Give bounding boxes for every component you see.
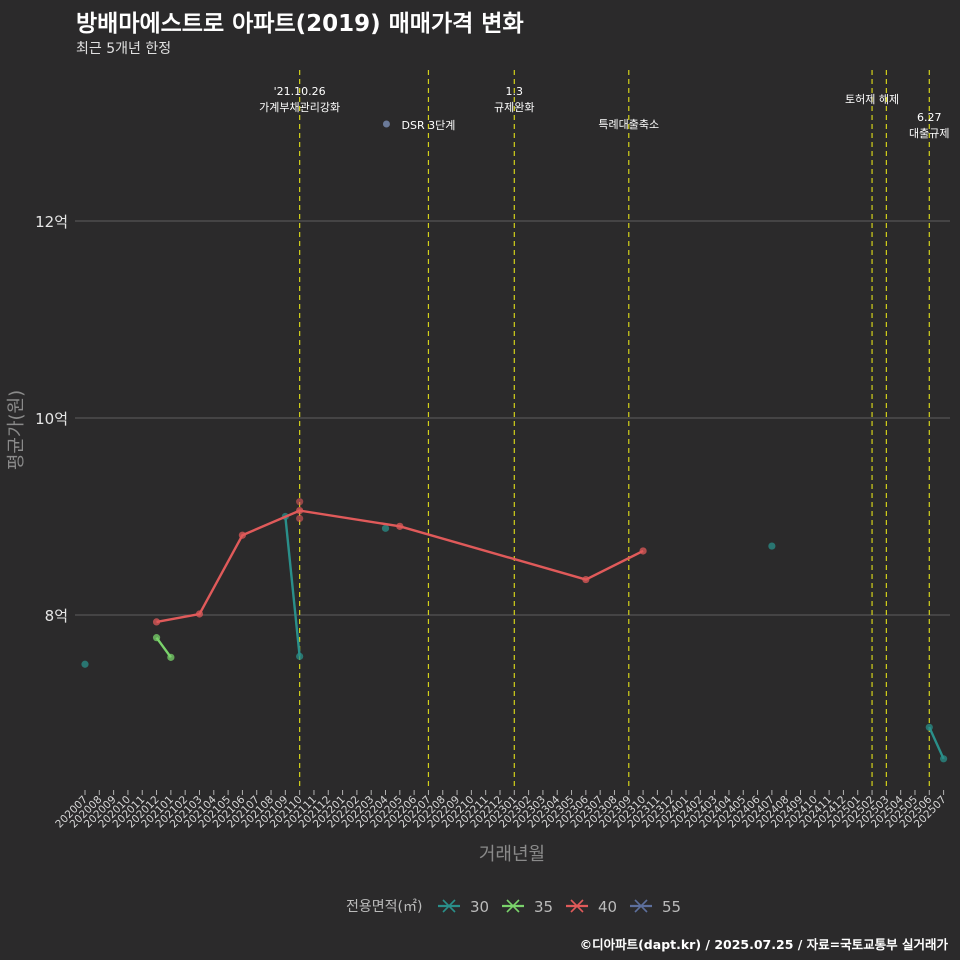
y-tick-label: 12억: [35, 213, 68, 231]
legend-label: 30: [470, 898, 489, 916]
event-marker: [382, 120, 390, 128]
legend-item-35: 35: [502, 898, 553, 916]
legend-item-55: 55: [630, 898, 681, 916]
series-layer: [81, 498, 948, 763]
chart-title: 방배마에스트로 아파트(2019) 매매가격 변화: [76, 11, 524, 37]
legend: 전용면적(㎡) 30 35 40 55: [346, 898, 681, 916]
data-point-40: [296, 514, 304, 523]
data-point-35: [167, 653, 175, 661]
source-caption: ©디아파트(dapt.kr) / 2025.07.25 / 자료=국토교통부 실…: [579, 937, 948, 952]
y-axis-label: 평균가(원): [6, 390, 27, 470]
legend-key-cross: [442, 899, 456, 913]
legend-key-cross: [570, 899, 584, 913]
series-line-30: [928, 726, 945, 760]
event-label: DSR 3단계: [402, 119, 456, 132]
y-tick-label: 10억: [35, 410, 68, 428]
grid-lines: [75, 220, 950, 616]
data-point-40: [639, 547, 647, 555]
series-line-35: [155, 636, 172, 659]
series-30: [81, 512, 948, 763]
data-point-40: [195, 610, 204, 618]
series-35: [152, 634, 175, 661]
legend-label: 55: [662, 898, 681, 916]
event-label: 특례대출축소: [598, 118, 659, 131]
event-label: 토허제 해제: [845, 92, 899, 106]
legend-label: 35: [534, 898, 553, 916]
x-axis-label: 거래년월: [479, 844, 545, 865]
legend-title: 전용면적(㎡): [346, 899, 422, 915]
event-label: 6.27: [917, 111, 942, 124]
series-40: [152, 498, 647, 626]
legend-item-40: 40: [566, 898, 617, 916]
event-label: 규제완화: [494, 101, 534, 114]
data-point-40: [296, 506, 304, 515]
event-label: 가계부채관리강화: [259, 101, 340, 114]
data-point-30: [296, 652, 304, 660]
data-point-30: [768, 542, 776, 550]
event-label: 1.3: [506, 85, 524, 98]
legend-key-cross: [634, 899, 648, 913]
chart-subtitle: 최근 5개년 한정: [76, 41, 172, 57]
data-point-30: [940, 755, 948, 763]
data-point-35: [152, 634, 161, 642]
data-point-40: [152, 618, 161, 626]
data-point-40: [396, 522, 404, 530]
data-point-40: [238, 531, 247, 539]
data-point-40: [296, 498, 304, 506]
legend-key-cross: [506, 899, 520, 913]
data-point-30: [81, 660, 89, 668]
data-point-40: [582, 575, 590, 584]
event-label: '21.10.26: [274, 85, 326, 98]
x-axis: 2020072020082020092020102020112020122021…: [53, 790, 949, 865]
series-line-30: [284, 516, 301, 657]
legend-label: 40: [598, 898, 617, 916]
y-tick-label: 8억: [45, 607, 68, 625]
event-label: 대출규제: [909, 127, 949, 140]
legend-item-30: 30: [438, 898, 489, 916]
data-point-30: [381, 524, 390, 532]
data-point-30: [925, 723, 933, 731]
